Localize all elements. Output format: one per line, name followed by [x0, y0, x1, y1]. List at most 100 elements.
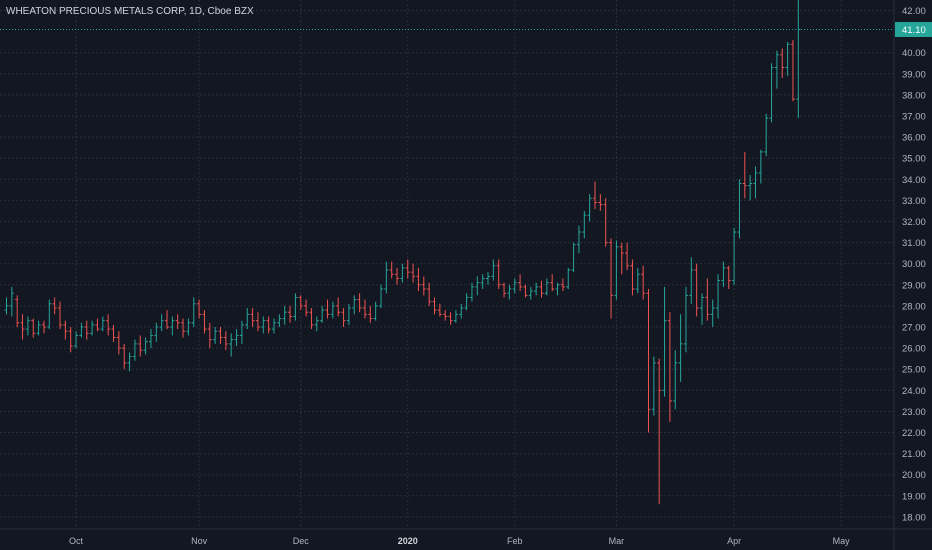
ohlc-bar	[15, 295, 20, 327]
ohlc-bar	[705, 278, 710, 321]
y-tick-label: 33.00	[902, 196, 926, 207]
ohlc-bar	[453, 310, 458, 323]
ohlc-bar	[170, 316, 175, 336]
ohlc-bar	[132, 339, 137, 361]
last-price-label: 41.10	[902, 25, 926, 36]
ohlc-bar	[41, 320, 46, 334]
y-tick-label: 24.00	[902, 386, 926, 397]
last-price-badge	[895, 21, 932, 37]
ohlc-bar	[721, 261, 726, 287]
ohlc-bar	[202, 310, 207, 334]
ohlc-bar	[223, 331, 228, 351]
last-price-line: 41.10	[0, 21, 932, 37]
ohlc-bar	[74, 331, 79, 349]
ohlc-bar	[106, 314, 111, 336]
ohlc-bar	[502, 282, 507, 298]
y-tick-label: 28.00	[902, 301, 926, 312]
ohlc-bar	[143, 337, 148, 355]
ohlc-bar	[459, 303, 464, 319]
y-tick-label: 23.00	[902, 407, 926, 418]
ohlc-bar	[36, 320, 41, 336]
ohlc-bar	[63, 320, 68, 340]
ohlc-bar	[625, 242, 630, 271]
y-tick-label: 34.00	[902, 175, 926, 186]
ohlc-bar	[9, 286, 14, 317]
ohlc-bar	[416, 267, 421, 292]
ohlc-bar	[539, 280, 544, 298]
ohlc-bar	[544, 278, 549, 296]
y-tick-label: 26.00	[902, 344, 926, 355]
ohlc-bar	[646, 289, 651, 433]
ohlc-bar	[47, 299, 52, 330]
ohlc-bar	[486, 272, 490, 285]
ohlc-bar	[207, 322, 212, 349]
ohlc-bar	[186, 318, 191, 336]
y-tick-label: 36.00	[902, 133, 926, 144]
ohlc-bar	[148, 329, 153, 349]
time-axis[interactable]: Oct Nov Dec 2020 Feb Mar Apr May	[69, 536, 850, 546]
y-tick-label: 42.00	[902, 6, 926, 17]
ohlc-bar	[159, 314, 164, 332]
ohlc-bar	[667, 312, 672, 422]
ohlc-bar	[20, 314, 25, 340]
ohlc-bar	[330, 301, 335, 319]
ohlc-bar	[609, 238, 614, 319]
ohlc-bar	[475, 276, 480, 296]
ohlc-bar	[716, 274, 721, 319]
ohlc-bar	[630, 259, 635, 296]
ohlc-bar	[769, 63, 774, 123]
ohlc-bar	[79, 322, 84, 338]
ohlc-bar	[213, 327, 218, 344]
ohlc-bar	[239, 320, 244, 344]
y-tick-label: 22.00	[902, 428, 926, 439]
ohlc-bar	[582, 210, 587, 239]
ohlc-bar	[448, 312, 453, 325]
ohlc-bar	[165, 310, 169, 330]
ohlc-bar	[593, 181, 597, 209]
ohlc-bar	[726, 265, 731, 290]
ohlc-bar	[52, 297, 57, 315]
y-tick-label: 19.00	[902, 491, 926, 502]
ohlc-bar	[480, 274, 485, 290]
ohlc-bar	[346, 303, 351, 325]
ohlc-bar	[560, 278, 565, 292]
ohlc-bar	[255, 312, 260, 332]
ohlc-bar	[357, 293, 362, 313]
ohlc-bar	[491, 259, 496, 281]
y-tick-label: 38.00	[902, 90, 926, 101]
ohlc-bar	[443, 310, 448, 321]
ohlc-bar	[790, 40, 795, 102]
price-axis[interactable]: 42.00 40.00 39.00 38.00 37.00 36.00 35.00 34.00…	[902, 6, 926, 523]
ohlc-bar	[523, 284, 528, 298]
x-tick-label: Mar	[609, 536, 625, 546]
ohlc-bar	[122, 343, 127, 370]
ohlc-bar	[437, 303, 442, 317]
ohlc-bar	[384, 261, 389, 294]
ohlc-bar	[138, 335, 143, 357]
ohlc-bar	[4, 297, 9, 315]
ohlc-bar	[261, 316, 266, 334]
ohlc-bar	[352, 295, 357, 315]
ohlc-bar	[780, 48, 785, 79]
chart-title: WHEATON PRECIOUS METALS CORP, 1D, Cboe B…	[6, 6, 254, 17]
y-tick-label: 31.00	[902, 238, 926, 249]
ohlc-bar	[116, 331, 121, 355]
ohlc-bar	[598, 194, 603, 211]
ohlc-bar	[181, 318, 186, 338]
ohlc-bar	[576, 225, 581, 254]
ohlc-bar	[336, 297, 341, 317]
ohlc-bar	[507, 284, 512, 300]
ohlc-bar	[550, 274, 555, 292]
ohlc-bar	[587, 194, 592, 222]
x-tick-label: May	[833, 536, 851, 546]
y-tick-label: 27.00	[902, 323, 926, 334]
ohlc-bar	[405, 259, 410, 279]
ohlc-bar	[314, 316, 319, 332]
ohlc-bar	[641, 265, 646, 300]
ohlc-bar	[304, 299, 309, 317]
ohlc-bar	[700, 293, 704, 325]
y-tick-label: 21.00	[902, 449, 926, 460]
ohlc-bar	[753, 166, 758, 199]
